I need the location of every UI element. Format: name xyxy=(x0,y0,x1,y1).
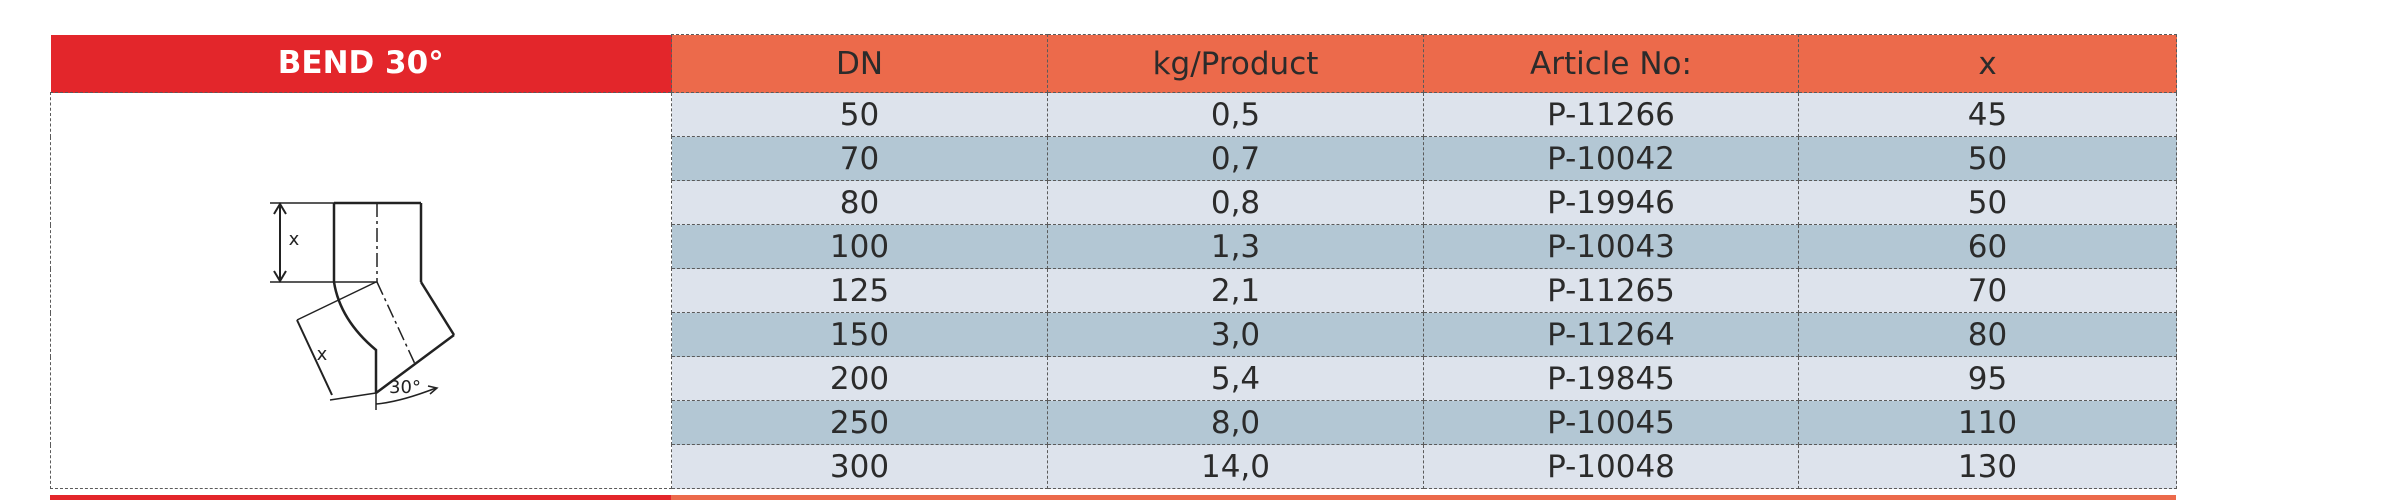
table-cell: 50 xyxy=(1798,136,2177,181)
table-row: 80 0,8 P-19946 50 xyxy=(51,180,2177,225)
table-cell: 0,5 xyxy=(1047,92,1424,137)
table-cell: 14,0 xyxy=(1047,444,1424,489)
table-cell: P-19845 xyxy=(1423,356,1799,401)
table-cell: P-10043 xyxy=(1423,224,1799,269)
table-cell: 0,7 xyxy=(1047,136,1424,181)
column-header: Article No: xyxy=(1423,34,1799,93)
diagram-label: x xyxy=(289,229,300,250)
table-cell: 70 xyxy=(671,136,1048,181)
table-row: 50 0,5 P-11266 45 xyxy=(50,92,2177,489)
table-cell: P-10042 xyxy=(1423,136,1799,181)
table-cell: P-11265 xyxy=(1423,268,1799,313)
table-cell: 1,3 xyxy=(1047,224,1424,269)
table-cell: P-10045 xyxy=(1423,400,1799,445)
table-cell: 45 xyxy=(1798,92,2177,137)
column-header: x xyxy=(1798,34,2177,93)
table-row: 300 14,0 P-10048 130 xyxy=(51,444,2177,489)
diagram-cell xyxy=(50,92,672,489)
table-cell: 2,1 xyxy=(1047,268,1424,313)
column-header: DN xyxy=(671,34,1048,93)
table-cell: 50 xyxy=(671,92,1048,137)
table-cell: 50 xyxy=(1798,180,2177,225)
table-cell: 100 xyxy=(671,224,1048,269)
header-row: BEND 30° DN kg/Product Article No: x xyxy=(50,34,2177,93)
table-title: BEND 30° xyxy=(50,34,672,93)
table-row: 125 2,1 P-11265 70 xyxy=(51,268,2177,313)
table-row: 200 5,4 P-19845 95 xyxy=(51,356,2177,401)
bend-diagram: x x 30° xyxy=(270,201,456,410)
spec-table: BEND 30° DN kg/Product Article No: x 50 0,5 P… xyxy=(50,34,2177,489)
table-cell: 80 xyxy=(1798,312,2177,357)
table-cell: 80 xyxy=(671,180,1048,225)
table-cell: 3,0 xyxy=(1047,312,1424,357)
table-cell: 300 xyxy=(671,444,1048,489)
table-cell: 200 xyxy=(671,356,1048,401)
table-cell: P-19946 xyxy=(1423,180,1799,225)
table-cell: 130 xyxy=(1798,444,2177,489)
table-cell: 70 xyxy=(1798,268,2177,313)
table-row: 150 3,0 P-11264 80 xyxy=(51,312,2177,357)
table-cell: P-10048 xyxy=(1423,444,1799,489)
table-cell: 95 xyxy=(1798,356,2177,401)
diagram-label: x xyxy=(317,344,328,365)
table-cell: 0,8 xyxy=(1047,180,1424,225)
table-cell: P-11264 xyxy=(1423,312,1799,357)
diagram-label: 30° xyxy=(389,377,421,398)
table-cell: 150 xyxy=(671,312,1048,357)
next-section-strip xyxy=(50,495,2176,500)
table-cell: 60 xyxy=(1798,224,2177,269)
column-header: kg/Product xyxy=(1047,34,1424,93)
table-cell: 8,0 xyxy=(1047,400,1424,445)
table-row: 250 8,0 P-10045 110 xyxy=(51,400,2177,445)
table-cell: 125 xyxy=(671,268,1048,313)
table-cell: 250 xyxy=(671,400,1048,445)
table-cell: 5,4 xyxy=(1047,356,1424,401)
table-cell: 110 xyxy=(1798,400,2177,445)
table-row: 100 1,3 P-10043 60 xyxy=(51,224,2177,269)
table-cell: P-11266 xyxy=(1423,92,1799,137)
